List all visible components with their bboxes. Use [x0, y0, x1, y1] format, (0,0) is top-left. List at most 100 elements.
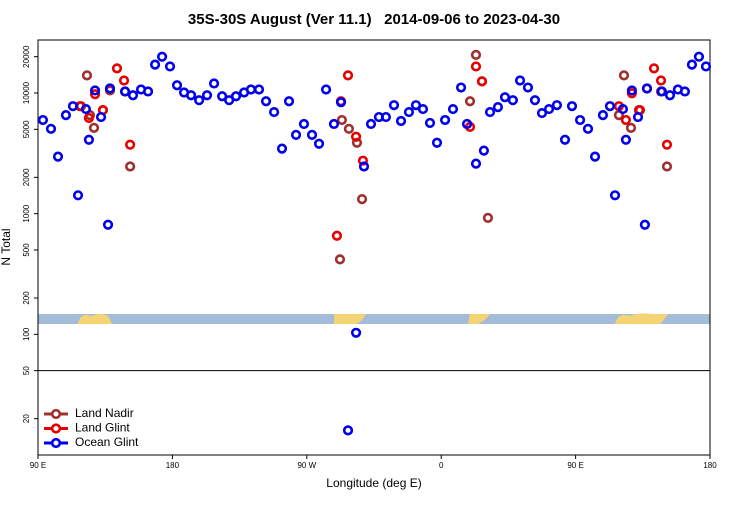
point: [268, 106, 280, 118]
point: [111, 63, 123, 74]
land-shape: [615, 313, 668, 324]
point: [80, 103, 92, 115]
ocean-band: [38, 314, 710, 324]
point: [664, 90, 676, 101]
x-tick-label: 90 E: [567, 461, 583, 470]
y-tick-label: 10000: [22, 81, 31, 104]
point: [306, 129, 318, 140]
legend-marker: [50, 423, 62, 434]
point: [484, 106, 496, 118]
point: [260, 96, 272, 107]
point: [655, 75, 667, 86]
y-tick-label: 5000: [22, 120, 31, 138]
point: [119, 86, 131, 97]
point: [559, 134, 571, 145]
point: [230, 91, 242, 102]
point: [618, 70, 630, 81]
point: [464, 96, 476, 107]
point: [620, 134, 632, 145]
point: [582, 123, 594, 134]
point: [625, 122, 637, 133]
point: [350, 131, 362, 142]
point: [356, 194, 368, 205]
point: [336, 114, 347, 126]
point: [529, 95, 541, 106]
x-tick-label: 180: [166, 461, 180, 470]
y-tick-label: 50: [22, 366, 31, 375]
point: [679, 86, 691, 97]
point: [686, 59, 698, 70]
point: [447, 103, 459, 115]
point: [566, 101, 578, 112]
point: [342, 70, 354, 81]
point: [455, 82, 467, 93]
point: [620, 114, 632, 126]
point: [700, 61, 712, 72]
land-shape: [468, 314, 490, 324]
point: [626, 85, 637, 96]
point: [72, 190, 84, 201]
x-axis-label: Longitude (deg E): [326, 476, 421, 490]
point: [357, 155, 369, 166]
point: [127, 90, 139, 101]
land-shape: [78, 314, 112, 324]
point: [617, 103, 629, 115]
point: [102, 219, 114, 230]
point: [342, 425, 354, 436]
point: [245, 84, 257, 95]
point: [604, 101, 616, 112]
point: [551, 100, 563, 111]
point: [424, 117, 436, 129]
legend-label: Land Nadir: [75, 406, 134, 420]
point: [320, 84, 332, 95]
point: [431, 137, 443, 148]
point: [142, 86, 154, 97]
legend-label: Land Glint: [75, 421, 130, 435]
point: [60, 110, 72, 121]
point: [470, 49, 482, 60]
point: [89, 89, 101, 100]
point: [253, 84, 265, 95]
point: [522, 82, 534, 93]
chart-title: 35S-30S August (Ver 11.1) 2014-09-06 to …: [188, 11, 560, 28]
point: [45, 123, 57, 134]
x-tick-label: 0: [439, 461, 444, 470]
point: [417, 103, 429, 115]
point: [693, 51, 705, 62]
point: [470, 61, 482, 72]
point: [403, 106, 415, 118]
point: [641, 83, 653, 94]
point: [334, 254, 346, 265]
point: [67, 101, 79, 112]
point: [395, 115, 407, 127]
point: [52, 151, 64, 162]
point: [283, 96, 295, 107]
point: [492, 102, 504, 113]
point: [164, 61, 176, 72]
point: [343, 123, 355, 134]
point: [290, 129, 302, 140]
point: [156, 51, 168, 62]
point: [478, 145, 490, 156]
point: [507, 95, 518, 106]
point: [648, 63, 660, 74]
y-tick-label: 200: [22, 291, 31, 305]
point: [589, 151, 601, 162]
point: [543, 103, 555, 115]
point: [201, 90, 213, 101]
point: [37, 114, 49, 126]
point: [81, 70, 93, 81]
point: [335, 97, 347, 108]
point: [461, 118, 473, 130]
point: [83, 134, 95, 145]
point: [125, 139, 136, 150]
point: [351, 137, 363, 148]
y-tick-label: 100: [22, 327, 31, 341]
point: [185, 90, 197, 101]
point: [380, 111, 392, 123]
point: [350, 327, 362, 338]
point: [609, 190, 621, 201]
legend-marker: [50, 437, 62, 449]
point: [574, 114, 586, 126]
